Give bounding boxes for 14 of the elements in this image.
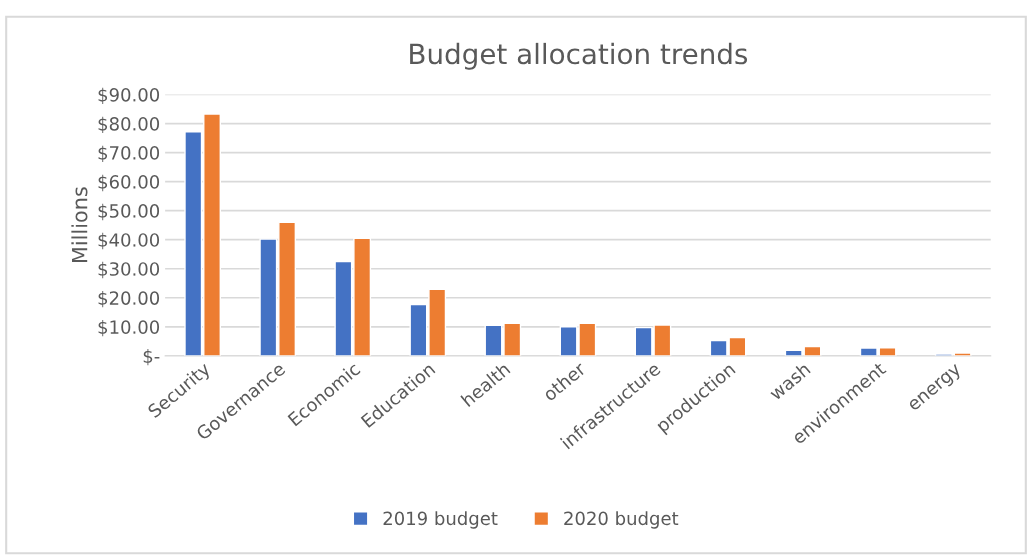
y-tick-label: $30.00 bbox=[98, 261, 160, 279]
y-axis-title: Millions bbox=[71, 187, 88, 263]
y-tick-label: $50.00 bbox=[98, 203, 160, 221]
legend-label: 2020 budget bbox=[564, 511, 679, 529]
y-tick-label: $- bbox=[143, 348, 160, 366]
y-tick-label: $10.00 bbox=[98, 319, 160, 337]
y-tick-label: $20.00 bbox=[98, 290, 160, 308]
y-tick-label: $40.00 bbox=[98, 232, 160, 250]
chart-title: Budget allocation trends bbox=[410, 42, 748, 70]
y-tick-label: $70.00 bbox=[98, 145, 160, 163]
y-tick-label: $90.00 bbox=[98, 87, 160, 105]
y-tick-label: $60.00 bbox=[98, 174, 160, 192]
y-tick-label: $80.00 bbox=[98, 116, 160, 134]
legend-label: 2019 budget bbox=[383, 511, 498, 529]
